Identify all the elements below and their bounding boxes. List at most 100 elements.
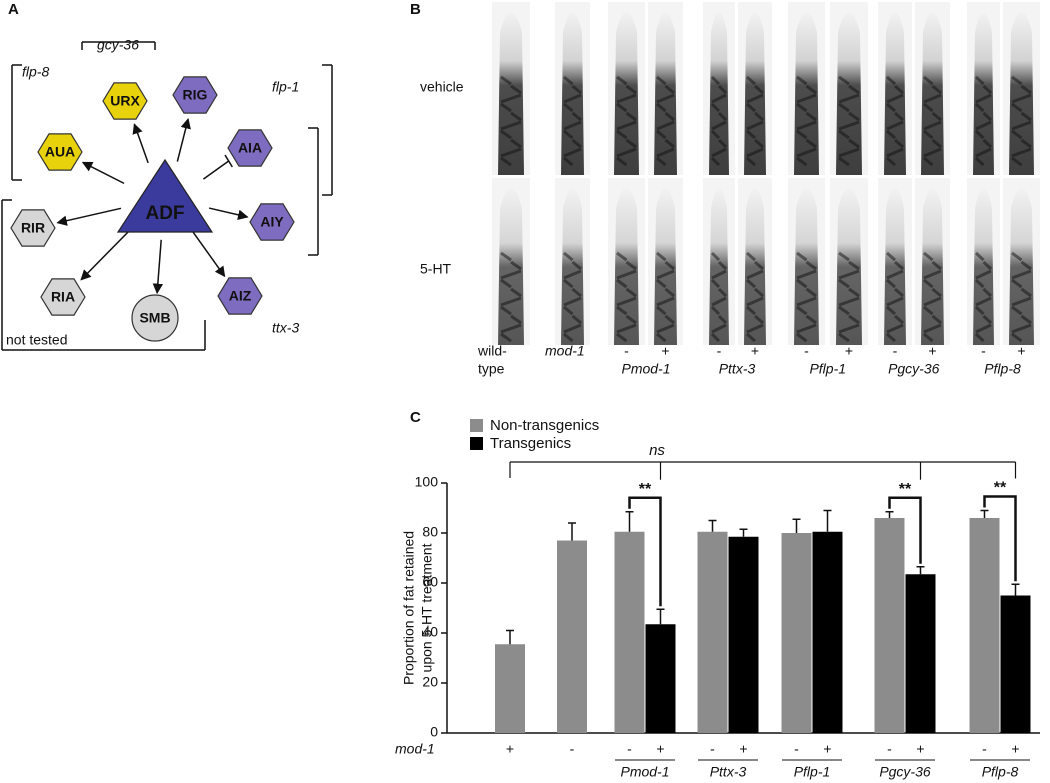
worm-texture (616, 278, 628, 289)
line (208, 207, 249, 220)
worm-image (794, 188, 819, 345)
worm-texture (974, 75, 985, 86)
error-bar (792, 518, 801, 533)
worm-texture (848, 111, 860, 122)
worm-texture (616, 269, 637, 280)
worm-texture (1011, 332, 1023, 343)
worm-texture (974, 305, 985, 316)
worm-texture (805, 84, 817, 95)
worm-texture (975, 296, 992, 307)
error-bar (656, 608, 665, 625)
group-label: Pflp-1 (809, 361, 846, 377)
worm-texture (710, 278, 721, 289)
worm-texture (500, 251, 512, 262)
worm-texture (931, 314, 942, 325)
worm-texture (796, 102, 808, 113)
worm-texture (625, 111, 637, 122)
bar (781, 533, 812, 733)
worm-texture (500, 93, 522, 104)
worm-texture (625, 138, 637, 149)
sign-label: - (717, 343, 722, 359)
group-label: flp-8 (22, 64, 49, 80)
worm-texture (848, 84, 860, 95)
worm-texture (746, 129, 756, 140)
worm-texture (894, 260, 904, 271)
worm-texture (656, 296, 675, 307)
worm-texture (974, 156, 985, 167)
worm-texture (886, 323, 904, 334)
worm-texture (923, 93, 942, 104)
worm-texture (796, 269, 817, 280)
sign-label: - (570, 741, 575, 757)
worm-texture (571, 260, 582, 271)
panel-label: C (410, 409, 421, 426)
worm-texture (805, 260, 817, 271)
worm-texture (656, 251, 667, 262)
line (80, 227, 133, 281)
worm-texture (923, 120, 942, 131)
line (202, 160, 230, 180)
worm-texture (1011, 269, 1032, 280)
worm-texture (923, 278, 934, 289)
bar (645, 624, 676, 733)
significance-bracket (888, 496, 922, 564)
node-shape (172, 76, 218, 114)
bar (728, 536, 759, 733)
group-label: Pflp-8 (984, 361, 1021, 377)
group-label: Pmod-1 (621, 361, 670, 377)
significance-label: ** (639, 481, 652, 498)
worm-texture (975, 323, 992, 334)
worm-image (498, 188, 524, 345)
worm-texture (664, 111, 675, 122)
worm-texture (563, 147, 582, 158)
worm-texture (746, 269, 764, 280)
worm-texture (923, 156, 934, 167)
worm-texture (717, 111, 728, 122)
worm-texture (510, 111, 522, 122)
worm-texture (886, 156, 896, 167)
worm-texture (894, 138, 904, 149)
worm-texture (711, 269, 727, 280)
worm-texture (931, 84, 942, 95)
worm-texture (886, 305, 896, 316)
center-node (116, 158, 214, 233)
worm-texture (625, 287, 637, 298)
worm-texture (886, 102, 896, 113)
worm-texture (886, 269, 904, 280)
worm-texture (746, 305, 756, 316)
sign-label: - (624, 343, 629, 359)
node-shape (131, 294, 179, 342)
worm-texture (1020, 138, 1032, 149)
worm-texture (1011, 251, 1023, 262)
worm-texture (796, 278, 808, 289)
worm-texture (894, 111, 904, 122)
bar (969, 518, 1000, 733)
significance-bracket (983, 495, 1017, 582)
bar (812, 531, 843, 733)
worm-texture (563, 102, 574, 113)
worm-texture (656, 147, 675, 158)
line (192, 231, 226, 278)
worm-texture (616, 102, 628, 113)
worm-texture (616, 75, 628, 86)
worm-texture (974, 332, 985, 343)
worm-texture (975, 147, 992, 158)
worm-texture (1011, 75, 1023, 86)
worm-texture (664, 260, 675, 271)
worm-texture (571, 287, 582, 298)
worm-texture (1020, 111, 1032, 122)
node-label: RIA (51, 289, 75, 305)
x-tick-label: Pttx-3 (710, 764, 747, 780)
worm-texture (796, 75, 808, 86)
worm-texture (711, 93, 727, 104)
sign-label: + (916, 741, 924, 757)
significance-label: ** (994, 480, 1007, 497)
worm-texture (500, 147, 522, 158)
worm-texture (656, 120, 675, 131)
sign-label: - (887, 741, 892, 757)
sign-label: - (804, 343, 809, 359)
worm-texture (563, 332, 574, 343)
group-label: gcy-36 (97, 37, 139, 53)
worm-texture (1011, 129, 1023, 140)
worm-texture (886, 332, 896, 343)
